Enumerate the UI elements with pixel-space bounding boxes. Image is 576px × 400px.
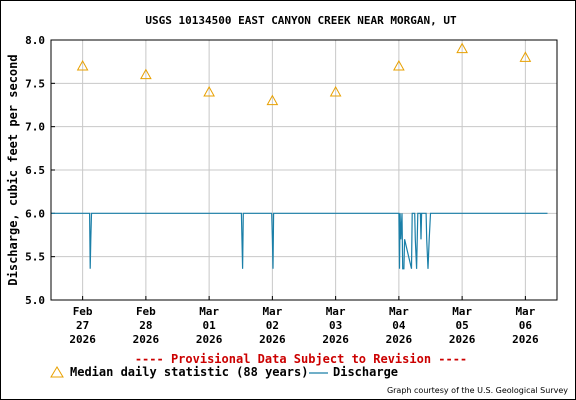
y-tick-label: 5.5 <box>25 251 45 264</box>
legend: Median daily statistic (88 years) Discha… <box>50 365 398 379</box>
x-tick-label: Mar <box>326 305 346 318</box>
x-tick-label: Feb <box>73 305 93 318</box>
legend-discharge-label: Discharge <box>333 365 398 379</box>
x-tick-label: Mar <box>262 305 282 318</box>
y-tick-label: 8.0 <box>25 34 45 47</box>
x-tick-label: Mar <box>515 305 535 318</box>
y-axis-ticks: 5.0 5.5 6.0 6.5 7.0 7.5 8.0 <box>25 34 45 307</box>
chart-title: USGS 10134500 EAST CANYON CREEK NEAR MOR… <box>145 14 457 27</box>
x-tick-label: 06 <box>519 319 533 332</box>
y-tick-label: 7.5 <box>25 77 45 90</box>
legend-median-marker <box>50 366 64 378</box>
x-tick-label: 2026 <box>133 333 160 346</box>
legend-median-label: Median daily statistic (88 years) <box>70 365 308 379</box>
x-tick-label: Feb <box>136 305 156 318</box>
median-marker <box>329 85 342 97</box>
x-tick-label: 2026 <box>69 333 96 346</box>
x-tick-label: 2026 <box>322 333 349 346</box>
y-tick-label: 6.0 <box>25 207 45 220</box>
median-marker <box>393 59 405 71</box>
x-tick-label: 2026 <box>196 333 223 346</box>
median-marker <box>456 42 468 54</box>
median-marker <box>266 94 279 106</box>
x-tick-label: 02 <box>266 319 279 332</box>
plot-border <box>50 39 558 301</box>
x-tick-label: 04 <box>392 319 406 332</box>
x-tick-label: Mar <box>389 305 409 318</box>
x-tick-label: 01 <box>203 319 217 332</box>
x-axis-ticks: Feb272026Feb282026Mar012026Mar022026Mar0… <box>69 305 539 346</box>
x-tick-label: 27 <box>76 319 89 332</box>
y-axis-label: Discharge, cubic feet per second <box>6 54 20 285</box>
median-marker <box>203 85 215 97</box>
y-tick-label: 7.0 <box>25 121 45 134</box>
x-tick-label: 28 <box>139 319 152 332</box>
discharge-line <box>51 212 548 270</box>
median-marker <box>76 59 89 71</box>
credit-text: Graph courtesy of the U.S. Geological Su… <box>387 386 568 395</box>
provisional-note: ---- Provisional Data Subject to Revisio… <box>135 352 467 366</box>
x-tick-label: 2026 <box>512 333 539 346</box>
y-tick-label: 6.5 <box>25 164 45 177</box>
x-tick-label: 03 <box>329 319 342 332</box>
x-tick-label: 2026 <box>259 333 286 346</box>
grid <box>51 39 557 301</box>
x-tick-label: 2026 <box>386 333 413 346</box>
median-marker <box>519 51 532 62</box>
y-tick-label: 5.0 <box>25 294 45 307</box>
x-tick-label: Mar <box>452 305 472 318</box>
x-tick-label: 05 <box>456 319 469 332</box>
series-layer <box>51 42 548 270</box>
median-marker <box>140 68 152 80</box>
x-tick-label: 2026 <box>449 333 476 346</box>
x-tick-label: Mar <box>199 305 219 318</box>
